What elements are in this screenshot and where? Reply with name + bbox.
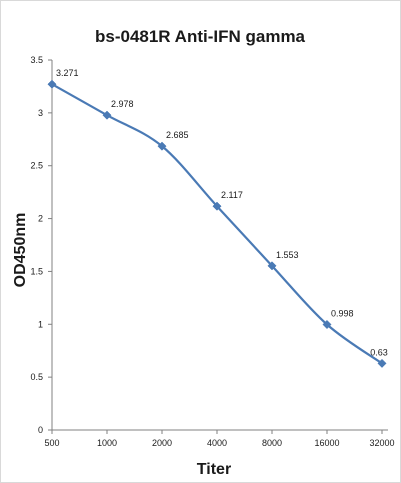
y-tick-label: 1 — [38, 319, 43, 329]
tick-labels: 0 0.5 1 1.5 2 2.5 3 3.5 500 1000 2000 4000 8000 16000… — [30, 55, 394, 448]
data-point-marker — [102, 110, 112, 120]
data-points — [47, 79, 387, 368]
data-label: 2.685 — [166, 130, 189, 140]
x-tick-label: 16000 — [314, 438, 339, 448]
data-point-marker — [157, 141, 167, 151]
data-point-marker — [267, 261, 277, 271]
chart-title: bs-0481R Anti-IFN gamma — [95, 27, 306, 46]
x-tick-label: 32000 — [369, 438, 394, 448]
x-tick-label: 500 — [44, 438, 59, 448]
data-label: 0.998 — [331, 308, 354, 318]
y-tick-label: 0.5 — [30, 372, 43, 382]
y-tick-label: 3 — [38, 108, 43, 118]
data-label: 2.117 — [221, 190, 243, 200]
y-tick-label: 3.5 — [30, 55, 43, 65]
data-point-marker — [212, 201, 222, 211]
data-point-marker — [47, 79, 57, 89]
data-labels: 3.271 2.978 2.685 2.117 1.553 0.998 0.63 — [56, 68, 388, 357]
data-label: 0.63 — [370, 347, 388, 357]
x-tick-label: 8000 — [262, 438, 282, 448]
x-tick-label: 1000 — [97, 438, 117, 448]
y-tick-label: 1.5 — [30, 266, 43, 276]
y-tick-label: 2.5 — [30, 161, 43, 171]
axes — [48, 59, 388, 434]
x-tick-label: 4000 — [207, 438, 227, 448]
y-axis-title: OD450nm — [12, 213, 29, 288]
y-tick-label: 0 — [38, 425, 43, 435]
data-label: 1.553 — [276, 250, 299, 260]
data-point-marker — [322, 319, 332, 330]
series-path — [51, 83, 383, 365]
data-label: 3.271 — [56, 68, 79, 78]
x-tick-label: 2000 — [152, 438, 172, 448]
series-line — [51, 83, 383, 365]
y-tick-label: 2 — [38, 214, 43, 224]
x-axis-title: Titer — [197, 461, 231, 478]
data-point-marker — [377, 358, 387, 368]
data-label: 2.978 — [111, 99, 134, 109]
